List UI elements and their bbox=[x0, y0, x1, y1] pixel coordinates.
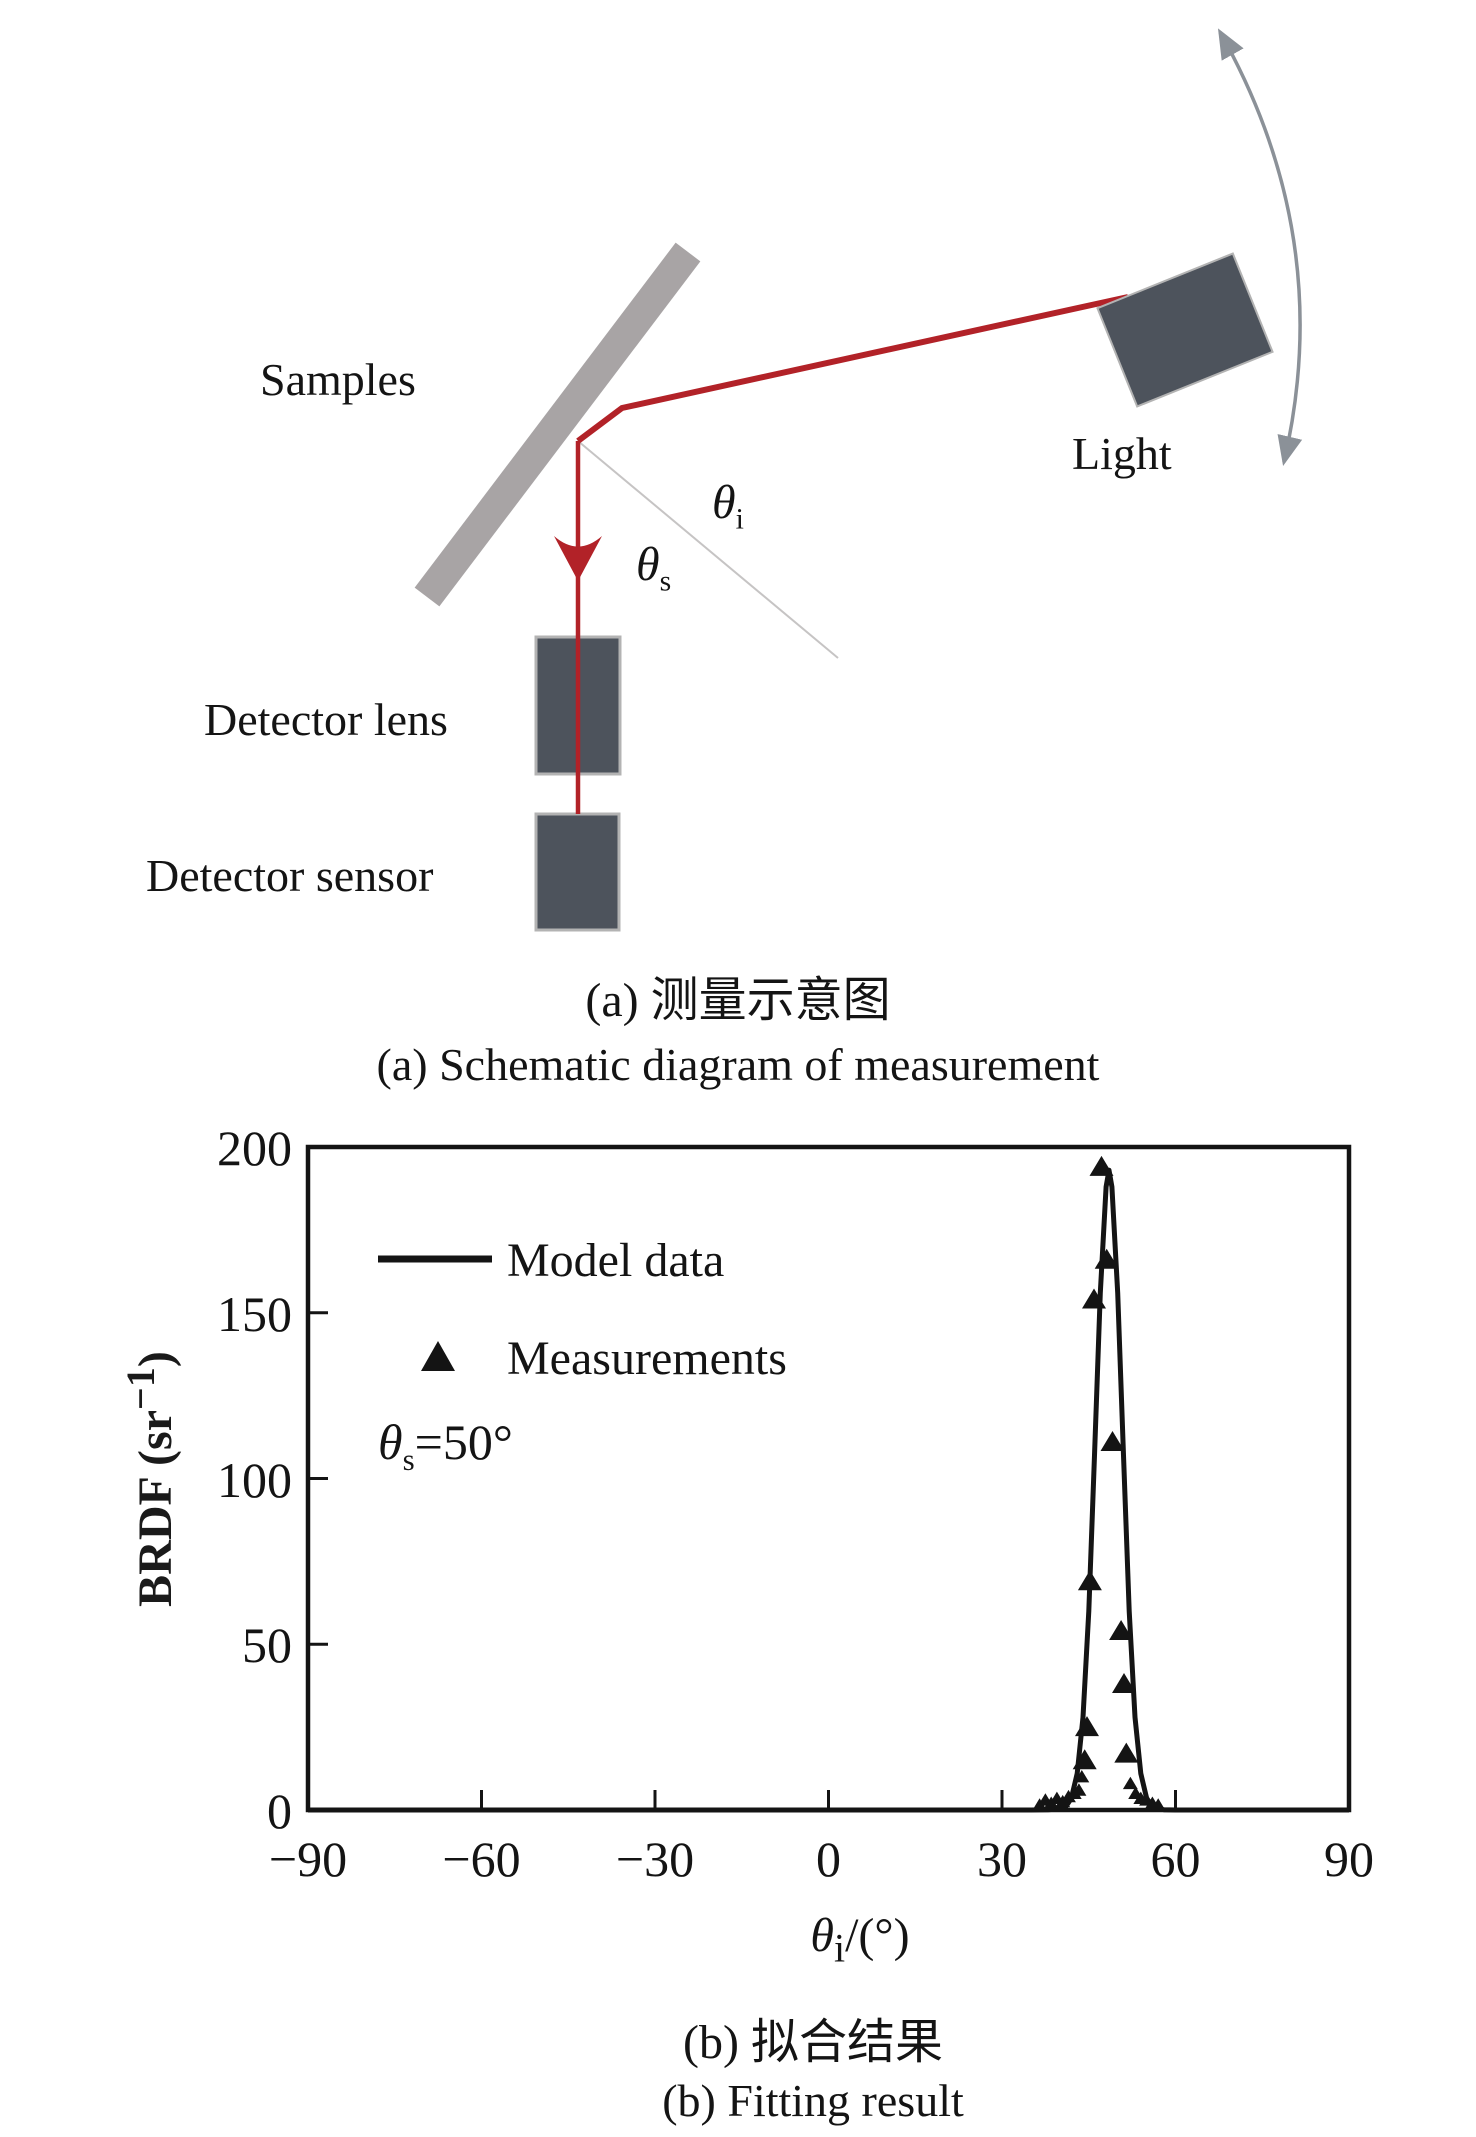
caption-a-zh: (a) 测量示意图 bbox=[585, 974, 891, 1027]
y-tick-label: 200 bbox=[217, 1120, 292, 1176]
y-tick-label: 0 bbox=[267, 1783, 292, 1839]
theta-s-symbol: θ bbox=[636, 538, 660, 591]
legend-triangle-swatch bbox=[421, 1341, 455, 1371]
scattered-beam-arrowhead bbox=[554, 536, 602, 581]
surface-normal-line bbox=[577, 440, 839, 659]
x-tick-label: 0 bbox=[816, 1831, 841, 1887]
y-tick-label: 50 bbox=[242, 1617, 292, 1674]
x-axis-label: θi/(°) bbox=[810, 1909, 910, 1971]
caption-b-zh: (b) 拟合结果 bbox=[683, 2016, 943, 2069]
x-tick-label: 60 bbox=[1150, 1831, 1201, 1887]
model-data-line bbox=[308, 1167, 1349, 1813]
detector-lens-label: Detector lens bbox=[204, 694, 448, 745]
measurement-triangles bbox=[1032, 1155, 1166, 1811]
x-tick-label: 30 bbox=[977, 1831, 1027, 1887]
legend-measurements-label: Measurements bbox=[507, 1332, 787, 1385]
detector-sensor-label: Detector sensor bbox=[146, 850, 434, 901]
detector-sensor-box bbox=[534, 812, 621, 932]
y-tick-label: 100 bbox=[217, 1451, 292, 1508]
legend-model-data-label: Model data bbox=[507, 1234, 725, 1287]
x-tick-label: −60 bbox=[442, 1831, 521, 1887]
incident-beam bbox=[576, 294, 1129, 444]
rotation-arc-arrow bbox=[1217, 28, 1303, 466]
light-label: Light bbox=[1072, 428, 1172, 479]
theta-i-symbol: θ bbox=[712, 476, 736, 529]
caption-b-en: (b) Fitting result bbox=[662, 2075, 964, 2126]
y-tick-label: 150 bbox=[217, 1285, 292, 1342]
theta-i-label: θi bbox=[712, 476, 744, 536]
x-tick-label: −30 bbox=[615, 1831, 695, 1887]
theta-s-annotation: θs=50° bbox=[378, 1414, 513, 1477]
theta-s-label: θs bbox=[636, 538, 672, 598]
sample-bar bbox=[414, 242, 701, 607]
x-tick-label: −90 bbox=[268, 1831, 348, 1887]
samples-label: Samples bbox=[260, 354, 416, 405]
x-tick-label: 90 bbox=[1324, 1831, 1374, 1887]
brdf-chart bbox=[305, 1144, 1352, 1813]
light-source-box bbox=[1096, 252, 1274, 408]
caption-a-en: (a) Schematic diagram of measurement bbox=[376, 1039, 1100, 1090]
chart-frame bbox=[305, 1144, 1352, 1813]
